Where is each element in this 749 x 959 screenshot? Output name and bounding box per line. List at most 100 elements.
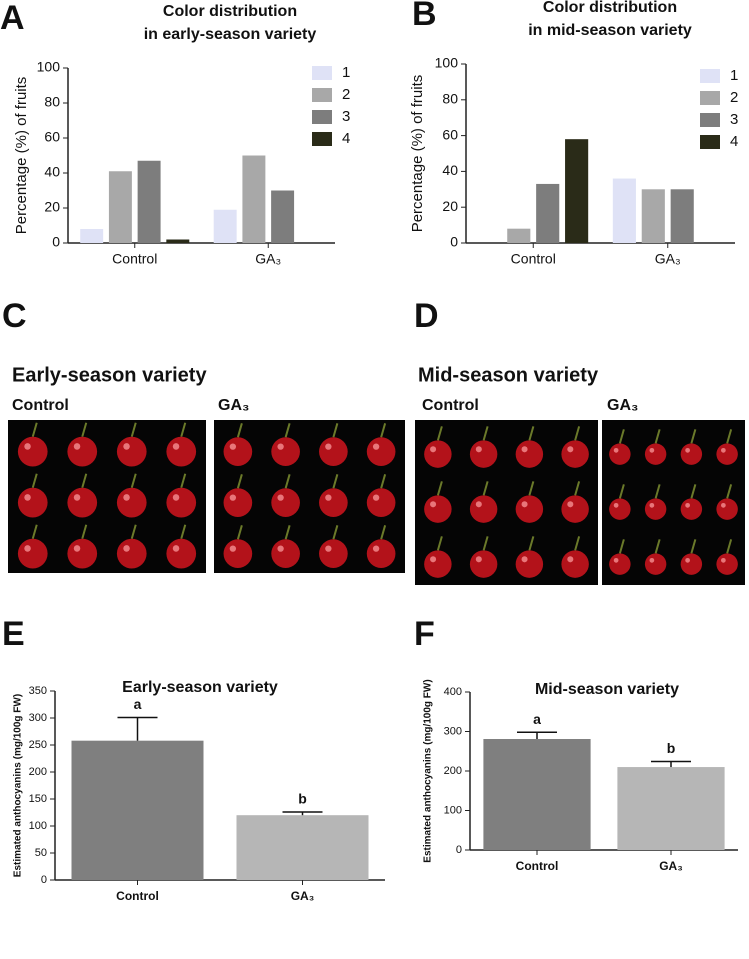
cherry-shine bbox=[430, 446, 437, 453]
cherry bbox=[17, 436, 48, 467]
cherry bbox=[609, 443, 631, 465]
bar bbox=[137, 160, 161, 243]
cherry-stem bbox=[81, 473, 88, 489]
cherry-stem bbox=[81, 524, 88, 540]
cherry-shine bbox=[24, 443, 31, 450]
panel-title: Mid-season variety bbox=[418, 364, 599, 386]
cherry-shine bbox=[277, 494, 284, 501]
y-tick-label: 150 bbox=[29, 793, 47, 805]
cherry-stem bbox=[654, 429, 661, 444]
y-tick-label: 300 bbox=[29, 712, 47, 724]
cherry-shine bbox=[685, 447, 690, 453]
bar bbox=[483, 739, 591, 850]
cherry-shine bbox=[521, 501, 528, 508]
cherry bbox=[116, 487, 147, 518]
cherry-stem bbox=[654, 539, 661, 554]
cherry-shine bbox=[567, 501, 574, 508]
cherry-shine bbox=[721, 502, 726, 508]
cherry bbox=[561, 550, 589, 578]
legend-swatch bbox=[700, 135, 720, 149]
cherry-shine bbox=[475, 446, 482, 453]
y-tick-label: 0 bbox=[456, 844, 462, 856]
cherry bbox=[424, 440, 452, 468]
cherry-stem bbox=[726, 484, 733, 499]
cherry-stem bbox=[130, 473, 137, 489]
cherry-shine bbox=[229, 494, 237, 501]
cherry-stem bbox=[482, 536, 489, 551]
cherry-stem bbox=[284, 525, 291, 540]
photo-label: Control bbox=[12, 397, 69, 414]
chart-title: Early-season variety bbox=[122, 679, 278, 696]
bar bbox=[271, 190, 295, 243]
panel-title: Early-season variety bbox=[12, 364, 207, 386]
bar bbox=[108, 171, 132, 243]
legend-swatch bbox=[700, 113, 720, 127]
legend-swatch bbox=[312, 110, 332, 124]
bar bbox=[565, 139, 589, 243]
cherry bbox=[469, 495, 498, 523]
y-tick-label: 60 bbox=[442, 126, 458, 142]
y-tick-label: 100 bbox=[435, 55, 459, 71]
cherry bbox=[716, 498, 738, 520]
cherry-shine bbox=[721, 447, 726, 453]
cherry-shine bbox=[123, 545, 130, 552]
bar bbox=[242, 155, 266, 243]
cherry bbox=[561, 440, 589, 468]
y-axis-label: Percentage (%) of fruits bbox=[409, 75, 426, 233]
cherry-stem bbox=[528, 426, 535, 441]
cherry-shine bbox=[430, 501, 437, 508]
cherry bbox=[223, 539, 253, 568]
cherry-shine bbox=[475, 501, 482, 508]
cherry-stem bbox=[574, 426, 581, 441]
x-tick-label: GA₃ bbox=[255, 251, 281, 267]
cherry bbox=[166, 487, 197, 518]
cherry-stem bbox=[726, 429, 733, 444]
y-tick-label: 250 bbox=[29, 739, 47, 751]
cherry bbox=[424, 550, 452, 578]
cherry-stem bbox=[130, 524, 137, 540]
cherry-shine bbox=[24, 545, 31, 552]
cherry-stem bbox=[180, 473, 187, 489]
cherry bbox=[319, 539, 348, 568]
bar bbox=[612, 178, 636, 243]
cherry-stem bbox=[380, 474, 387, 489]
legend-label: 3 bbox=[730, 111, 738, 128]
y-tick-label: 300 bbox=[444, 725, 462, 737]
y-tick-label: 100 bbox=[37, 59, 61, 75]
y-tick-label: 20 bbox=[442, 198, 458, 214]
cherry bbox=[67, 538, 98, 569]
cherry-shine bbox=[475, 556, 482, 563]
y-tick-label: 50 bbox=[35, 847, 47, 859]
legend-label: 2 bbox=[342, 86, 350, 103]
cherry-shine bbox=[73, 494, 81, 501]
chart-title: Color distribution bbox=[163, 3, 297, 20]
cherry-stem bbox=[618, 429, 625, 444]
cherry-shine bbox=[521, 446, 528, 453]
cherry-shine bbox=[721, 557, 726, 563]
panel-letter: C bbox=[2, 297, 27, 335]
cherry bbox=[319, 437, 348, 466]
cherry-stem bbox=[482, 481, 489, 496]
cherry bbox=[166, 538, 197, 569]
cherry-stem bbox=[574, 481, 581, 496]
cherry-shine bbox=[172, 545, 180, 552]
panel-letter: D bbox=[414, 297, 439, 335]
cherry-stem bbox=[690, 429, 697, 444]
legend-label: 1 bbox=[342, 64, 350, 81]
cherry-stem bbox=[690, 539, 697, 554]
cherry-shine bbox=[430, 556, 437, 563]
cherry-shine bbox=[123, 494, 130, 501]
cherry-shine bbox=[325, 545, 332, 552]
cherry bbox=[609, 498, 631, 520]
cherry bbox=[644, 498, 667, 520]
cherry-stem bbox=[332, 525, 339, 540]
panel-letter: F bbox=[414, 615, 435, 653]
cherry-stem bbox=[236, 474, 243, 489]
cherry-shine bbox=[325, 494, 332, 501]
cherry-stem bbox=[180, 422, 187, 438]
y-tick-label: 0 bbox=[450, 234, 458, 250]
cherry bbox=[116, 538, 147, 569]
cherry bbox=[716, 443, 738, 465]
cherry bbox=[319, 488, 348, 517]
